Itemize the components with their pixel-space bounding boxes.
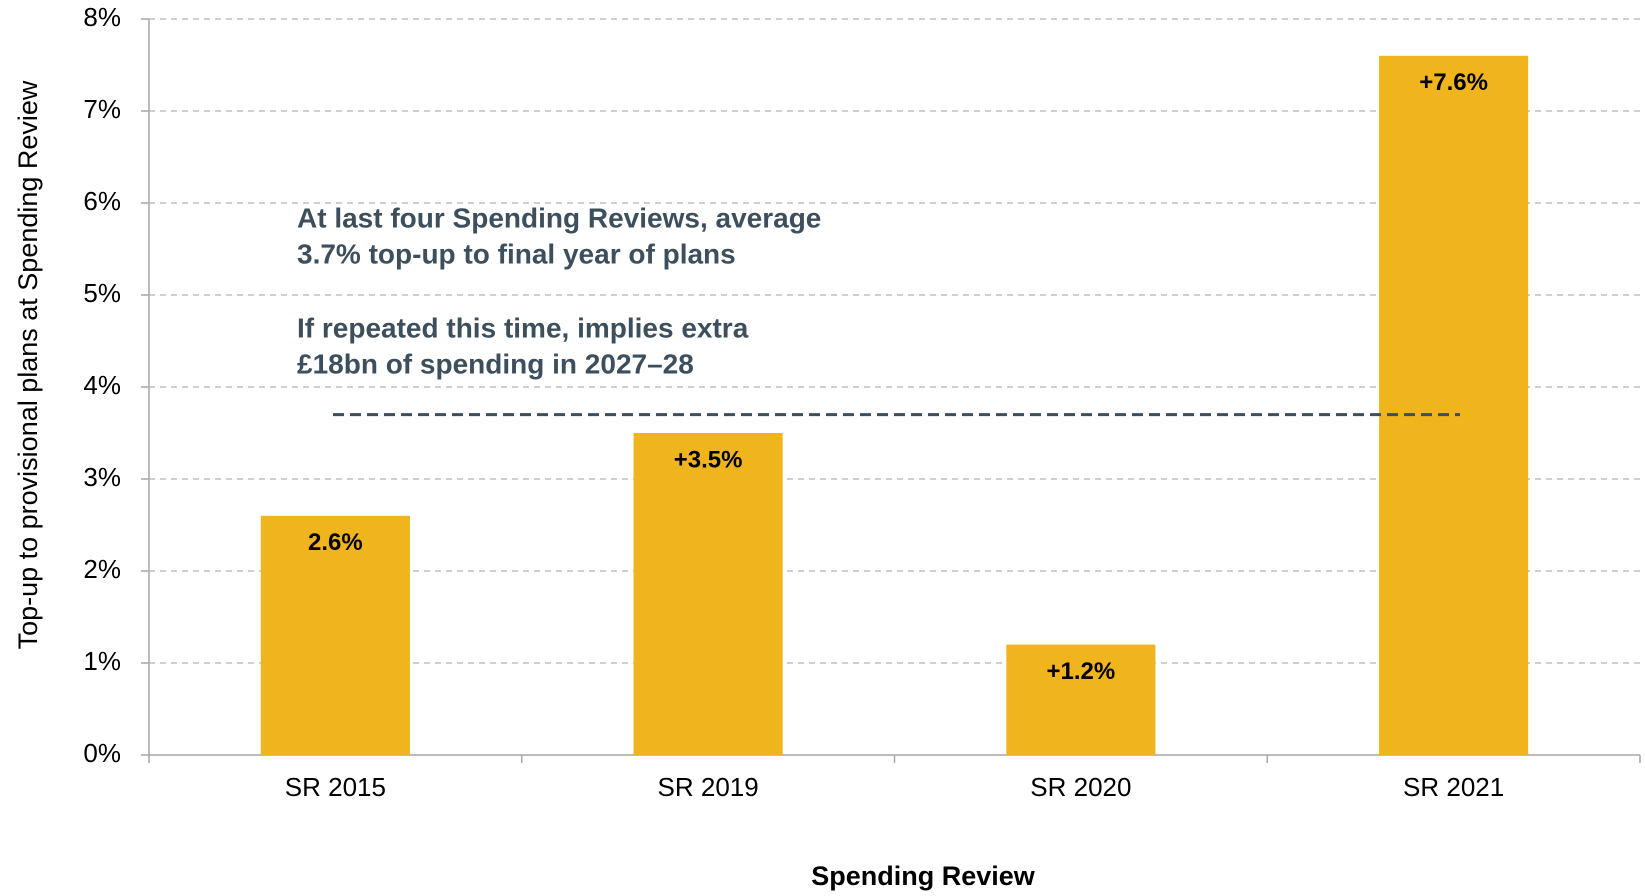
bar [1006, 644, 1156, 755]
y-axis-title: Top-up to provisional plans at Spending … [13, 80, 43, 649]
annotation: £18bn of spending in 2027–28 [297, 348, 694, 379]
bar [633, 433, 783, 755]
x-tick-label: SR 2019 [658, 772, 759, 802]
annotation: If repeated this time, implies extra [297, 312, 749, 343]
y-tick-label: 4% [83, 370, 121, 400]
value-label: +3.5% [674, 446, 743, 473]
y-tick-label: 3% [83, 462, 121, 492]
x-tick-label: SR 2015 [285, 772, 386, 802]
y-tick-label: 0% [83, 738, 121, 768]
y-tick-label: 7% [83, 94, 121, 124]
y-tick-label: 2% [83, 554, 121, 584]
y-tick-label: 8% [83, 2, 121, 32]
bar [1379, 55, 1529, 756]
y-tick-label: 6% [83, 186, 121, 216]
x-tick-label: SR 2021 [1403, 772, 1504, 802]
value-label: +1.2% [1047, 658, 1116, 685]
x-tick-label: SR 2020 [1030, 772, 1131, 802]
value-label: +7.6% [1419, 69, 1488, 96]
annotation: 3.7% top-up to final year of plans [297, 238, 736, 269]
x-axis-title: Spending Review [811, 861, 1036, 891]
bar [260, 515, 410, 755]
y-tick-label: 1% [83, 646, 121, 676]
y-tick-label: 5% [83, 278, 121, 308]
value-label: 2.6% [308, 529, 363, 556]
annotation: At last four Spending Reviews, average [297, 202, 821, 233]
